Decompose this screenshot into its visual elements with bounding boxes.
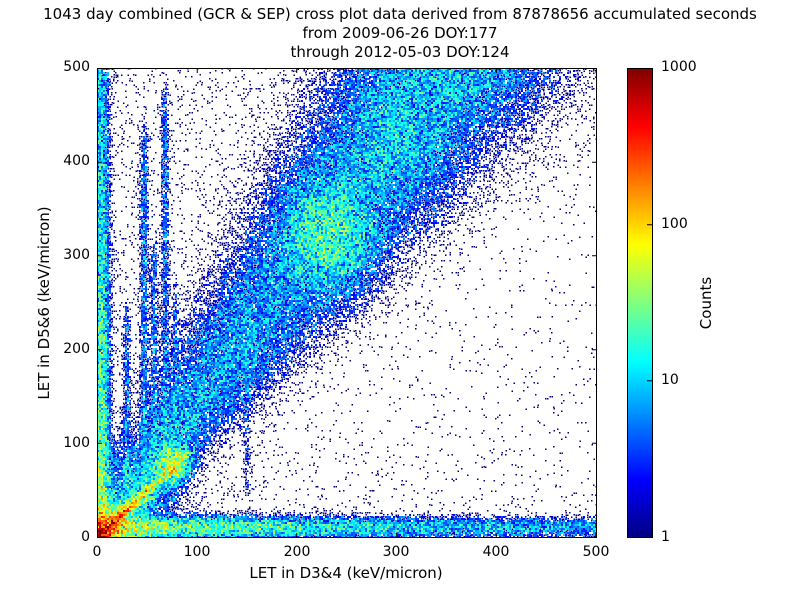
x-tick-label: 200 bbox=[283, 544, 311, 560]
colorbar-tick-label: 10 bbox=[661, 372, 679, 388]
x-tick-label: 300 bbox=[382, 544, 410, 560]
y-tick-label: 500 bbox=[63, 59, 90, 75]
colorbar-tick-label: 1 bbox=[661, 529, 670, 545]
y-tick-label: 0 bbox=[81, 529, 90, 545]
y-tick-label: 400 bbox=[63, 153, 90, 169]
colorbar-tick-label: 1000 bbox=[661, 59, 697, 75]
y-axis-label: LET in D5&6 (keV/micron) bbox=[35, 206, 53, 400]
x-axis-label: LET in D3&4 (keV/micron) bbox=[249, 564, 443, 582]
title-line-1: 1043 day combined (GCR & SEP) cross plot… bbox=[43, 5, 757, 23]
colorbar-label: Counts bbox=[697, 276, 715, 330]
plot-title: 1043 day combined (GCR & SEP) cross plot… bbox=[0, 5, 800, 62]
y-tick-label: 100 bbox=[63, 435, 90, 451]
title-line-2: from 2009-06-26 DOY:177 bbox=[302, 24, 498, 42]
x-tick-label: 100 bbox=[183, 544, 211, 560]
colorbar-tick-label: 100 bbox=[661, 216, 688, 232]
y-tick-label: 300 bbox=[63, 247, 90, 263]
x-tick-label: 0 bbox=[92, 544, 102, 560]
x-tick-label: 500 bbox=[582, 544, 610, 560]
title-line-3: through 2012-05-03 DOY:124 bbox=[290, 43, 510, 61]
scatter-plot-canvas bbox=[97, 68, 597, 538]
y-tick-label: 200 bbox=[63, 341, 90, 357]
colorbar-canvas bbox=[627, 68, 653, 538]
x-tick-label: 400 bbox=[482, 544, 510, 560]
